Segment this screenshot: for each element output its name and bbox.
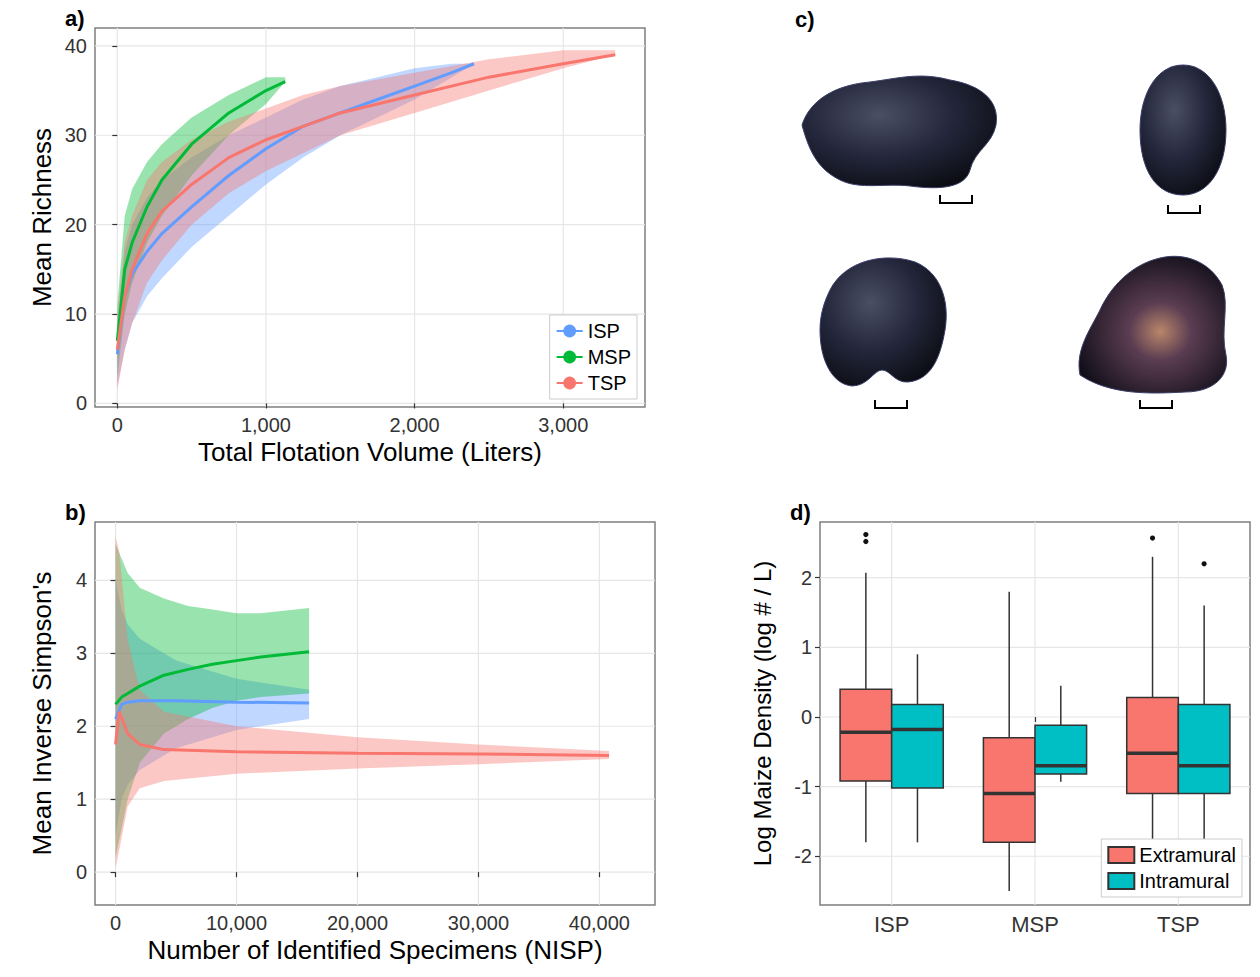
svg-text:2,000: 2,000 <box>390 414 440 436</box>
svg-text:Intramural: Intramural <box>1139 870 1229 892</box>
svg-text:0: 0 <box>110 912 121 934</box>
svg-text:40,000: 40,000 <box>569 912 630 934</box>
svg-text:0: 0 <box>76 861 87 883</box>
svg-text:Mean Richness: Mean Richness <box>27 128 57 307</box>
svg-text:MSP: MSP <box>1011 912 1059 937</box>
svg-text:10,000: 10,000 <box>206 912 267 934</box>
svg-text:Extramural: Extramural <box>1139 844 1236 866</box>
svg-text:2: 2 <box>801 567 812 589</box>
svg-text:0: 0 <box>112 414 123 436</box>
svg-text:1,000: 1,000 <box>241 414 291 436</box>
svg-text:Total Flotation Volume (Liters: Total Flotation Volume (Liters) <box>198 437 542 467</box>
svg-text:30,000: 30,000 <box>448 912 509 934</box>
svg-text:-2: -2 <box>794 845 812 867</box>
svg-text:Log Maize Density (log # / L): Log Maize Density (log # / L) <box>749 561 776 866</box>
svg-text:d): d) <box>790 500 811 525</box>
svg-text:20: 20 <box>65 214 87 236</box>
svg-text:-1: -1 <box>794 776 812 798</box>
svg-text:10: 10 <box>65 303 87 325</box>
svg-text:c): c) <box>795 7 815 32</box>
svg-text:1: 1 <box>76 788 87 810</box>
svg-text:b): b) <box>65 500 86 525</box>
svg-text:TSP: TSP <box>588 372 627 394</box>
svg-text:Number of Identified Specimens: Number of Identified Specimens (NISP) <box>147 935 602 965</box>
svg-text:ISP: ISP <box>588 320 620 342</box>
svg-text:40: 40 <box>65 35 87 57</box>
svg-text:0: 0 <box>801 706 812 728</box>
svg-text:a): a) <box>65 6 85 31</box>
svg-text:TSP: TSP <box>1157 912 1200 937</box>
svg-text:3,000: 3,000 <box>538 414 588 436</box>
svg-text:2: 2 <box>76 715 87 737</box>
svg-text:MSP: MSP <box>588 346 631 368</box>
svg-text:4: 4 <box>76 569 87 591</box>
svg-text:20,000: 20,000 <box>327 912 388 934</box>
svg-text:0: 0 <box>76 392 87 414</box>
svg-text:ISP: ISP <box>874 912 909 937</box>
svg-text:30: 30 <box>65 124 87 146</box>
svg-text:Mean Inverse Simpson's: Mean Inverse Simpson's <box>27 572 57 856</box>
svg-text:3: 3 <box>76 642 87 664</box>
svg-text:1: 1 <box>801 636 812 658</box>
